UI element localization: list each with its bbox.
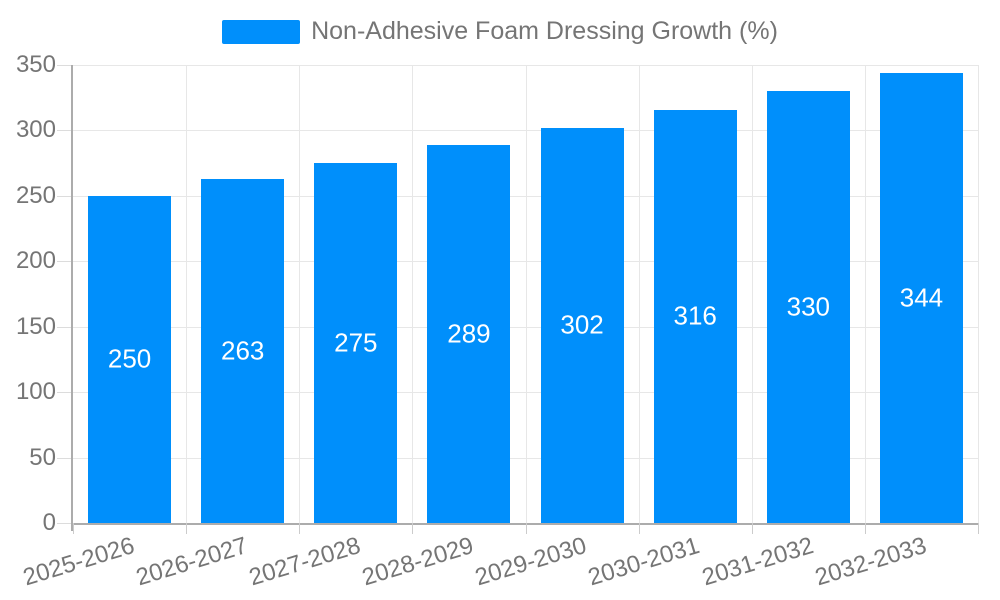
bar-value-label: 344 [899, 282, 944, 313]
y-axis-label: 100 [15, 378, 56, 406]
x-axis-label: 2030-2031 [585, 532, 704, 592]
legend-label: Non-Adhesive Foam Dressing Growth (%) [311, 17, 778, 45]
gridline-vertical [978, 65, 979, 523]
gridline-vertical [751, 65, 753, 523]
y-axis-line [71, 65, 73, 531]
x-axis-tick [751, 523, 753, 534]
bar-value-label: 330 [786, 291, 830, 322]
y-axis-tick [57, 261, 71, 263]
bar[interactable]: 250 [88, 195, 172, 523]
bar-value-label: 289 [447, 318, 491, 349]
plot-area: 250 263 275 289 302 316 330 344 [57, 65, 979, 534]
bar-value-label: 250 [107, 343, 152, 374]
x-axis-tick [299, 523, 301, 534]
y-axis-label: 50 [29, 443, 56, 471]
bar[interactable]: 316 [653, 109, 737, 523]
x-axis-tick [864, 523, 866, 534]
bar[interactable]: 344 [879, 72, 963, 523]
x-axis-tick [412, 523, 414, 534]
bar[interactable]: 263 [201, 178, 285, 523]
bar[interactable]: 330 [766, 91, 850, 523]
x-axis-label: 2026-2027 [132, 532, 251, 592]
bar-value-label: 263 [220, 335, 265, 366]
bar[interactable]: 275 [314, 163, 398, 523]
x-axis-label: 2027-2028 [246, 532, 364, 592]
x-axis-label: 2031-2032 [698, 532, 817, 592]
x-axis-line [71, 523, 978, 525]
gridline-vertical [299, 65, 301, 523]
y-axis-label: 350 [15, 51, 56, 78]
y-axis-tick [57, 457, 71, 459]
bar-value-label: 302 [560, 309, 604, 340]
bar-value-label: 275 [334, 327, 378, 358]
y-axis-tick [57, 65, 71, 66]
x-axis-tick [73, 523, 74, 534]
y-axis-label: 250 [15, 181, 56, 209]
y-axis-tick [57, 392, 71, 394]
x-axis-tick [186, 523, 188, 534]
y-axis-label: 0 [42, 509, 56, 536]
bar[interactable]: 302 [540, 127, 624, 523]
gridline-vertical [525, 65, 527, 523]
gridline-vertical [412, 65, 414, 523]
legend-swatch-icon [222, 19, 301, 44]
legend-item[interactable]: Non-Adhesive Foam Dressing Growth (%) [222, 17, 778, 46]
x-axis-tick [978, 523, 979, 534]
y-axis-tick [57, 523, 71, 524]
x-axis-label: 2029-2030 [472, 532, 590, 592]
bar[interactable]: 289 [427, 144, 511, 523]
y-axis-label: 300 [15, 116, 56, 144]
x-axis-label: 2025-2026 [19, 532, 138, 592]
bar-value-label: 316 [673, 300, 717, 331]
y-axis-label: 150 [15, 312, 56, 340]
x-axis-tick [525, 523, 527, 534]
chart-legend: Non-Adhesive Foam Dressing Growth (%) [0, 17, 1000, 46]
gridline-vertical [638, 65, 640, 523]
y-axis-tick [57, 195, 71, 197]
y-axis-tick [57, 326, 71, 328]
gridline-vertical [864, 65, 866, 523]
gridline-vertical [186, 65, 188, 523]
y-axis-label: 200 [15, 247, 56, 275]
y-axis-tick [57, 130, 71, 132]
x-axis-tick [638, 523, 640, 534]
x-axis-label: 2028-2029 [359, 532, 477, 592]
x-axis-label: 2032-2033 [811, 532, 930, 592]
